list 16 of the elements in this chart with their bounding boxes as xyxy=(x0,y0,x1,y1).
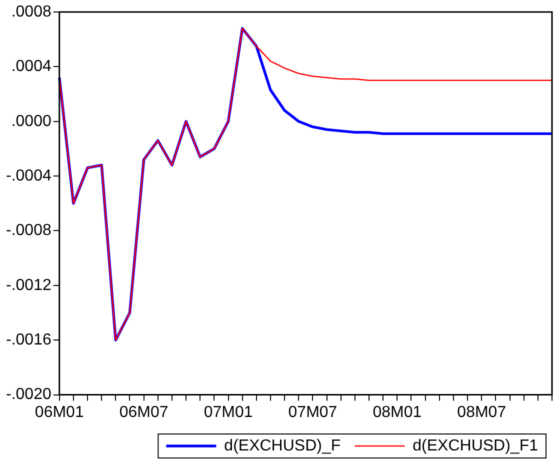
y-tick-label: -.0020 xyxy=(6,386,52,404)
x-tick-label: 07M01 xyxy=(204,404,253,421)
legend-label: d(EXCHUSD)_F1 xyxy=(412,437,538,454)
y-tick-label: .0000 xyxy=(11,112,52,130)
y-tick-label: .0004 xyxy=(11,58,52,76)
y-tick-label: -.0008 xyxy=(6,222,52,240)
x-tick-label: 06M01 xyxy=(34,404,84,421)
y-tick-label: .0008 xyxy=(11,3,52,20)
y-tick-label: -.0004 xyxy=(6,167,52,184)
y-tick-label: -.0016 xyxy=(6,332,52,349)
legend-label: d(EXCHUSD)_F xyxy=(224,437,341,454)
x-tick-label: 07M07 xyxy=(288,404,338,421)
x-tick-label: 08M07 xyxy=(457,404,506,421)
y-tick-label: -.0012 xyxy=(6,276,52,294)
x-tick-label: 06M07 xyxy=(119,404,168,421)
x-tick-label: 08M01 xyxy=(372,404,422,421)
